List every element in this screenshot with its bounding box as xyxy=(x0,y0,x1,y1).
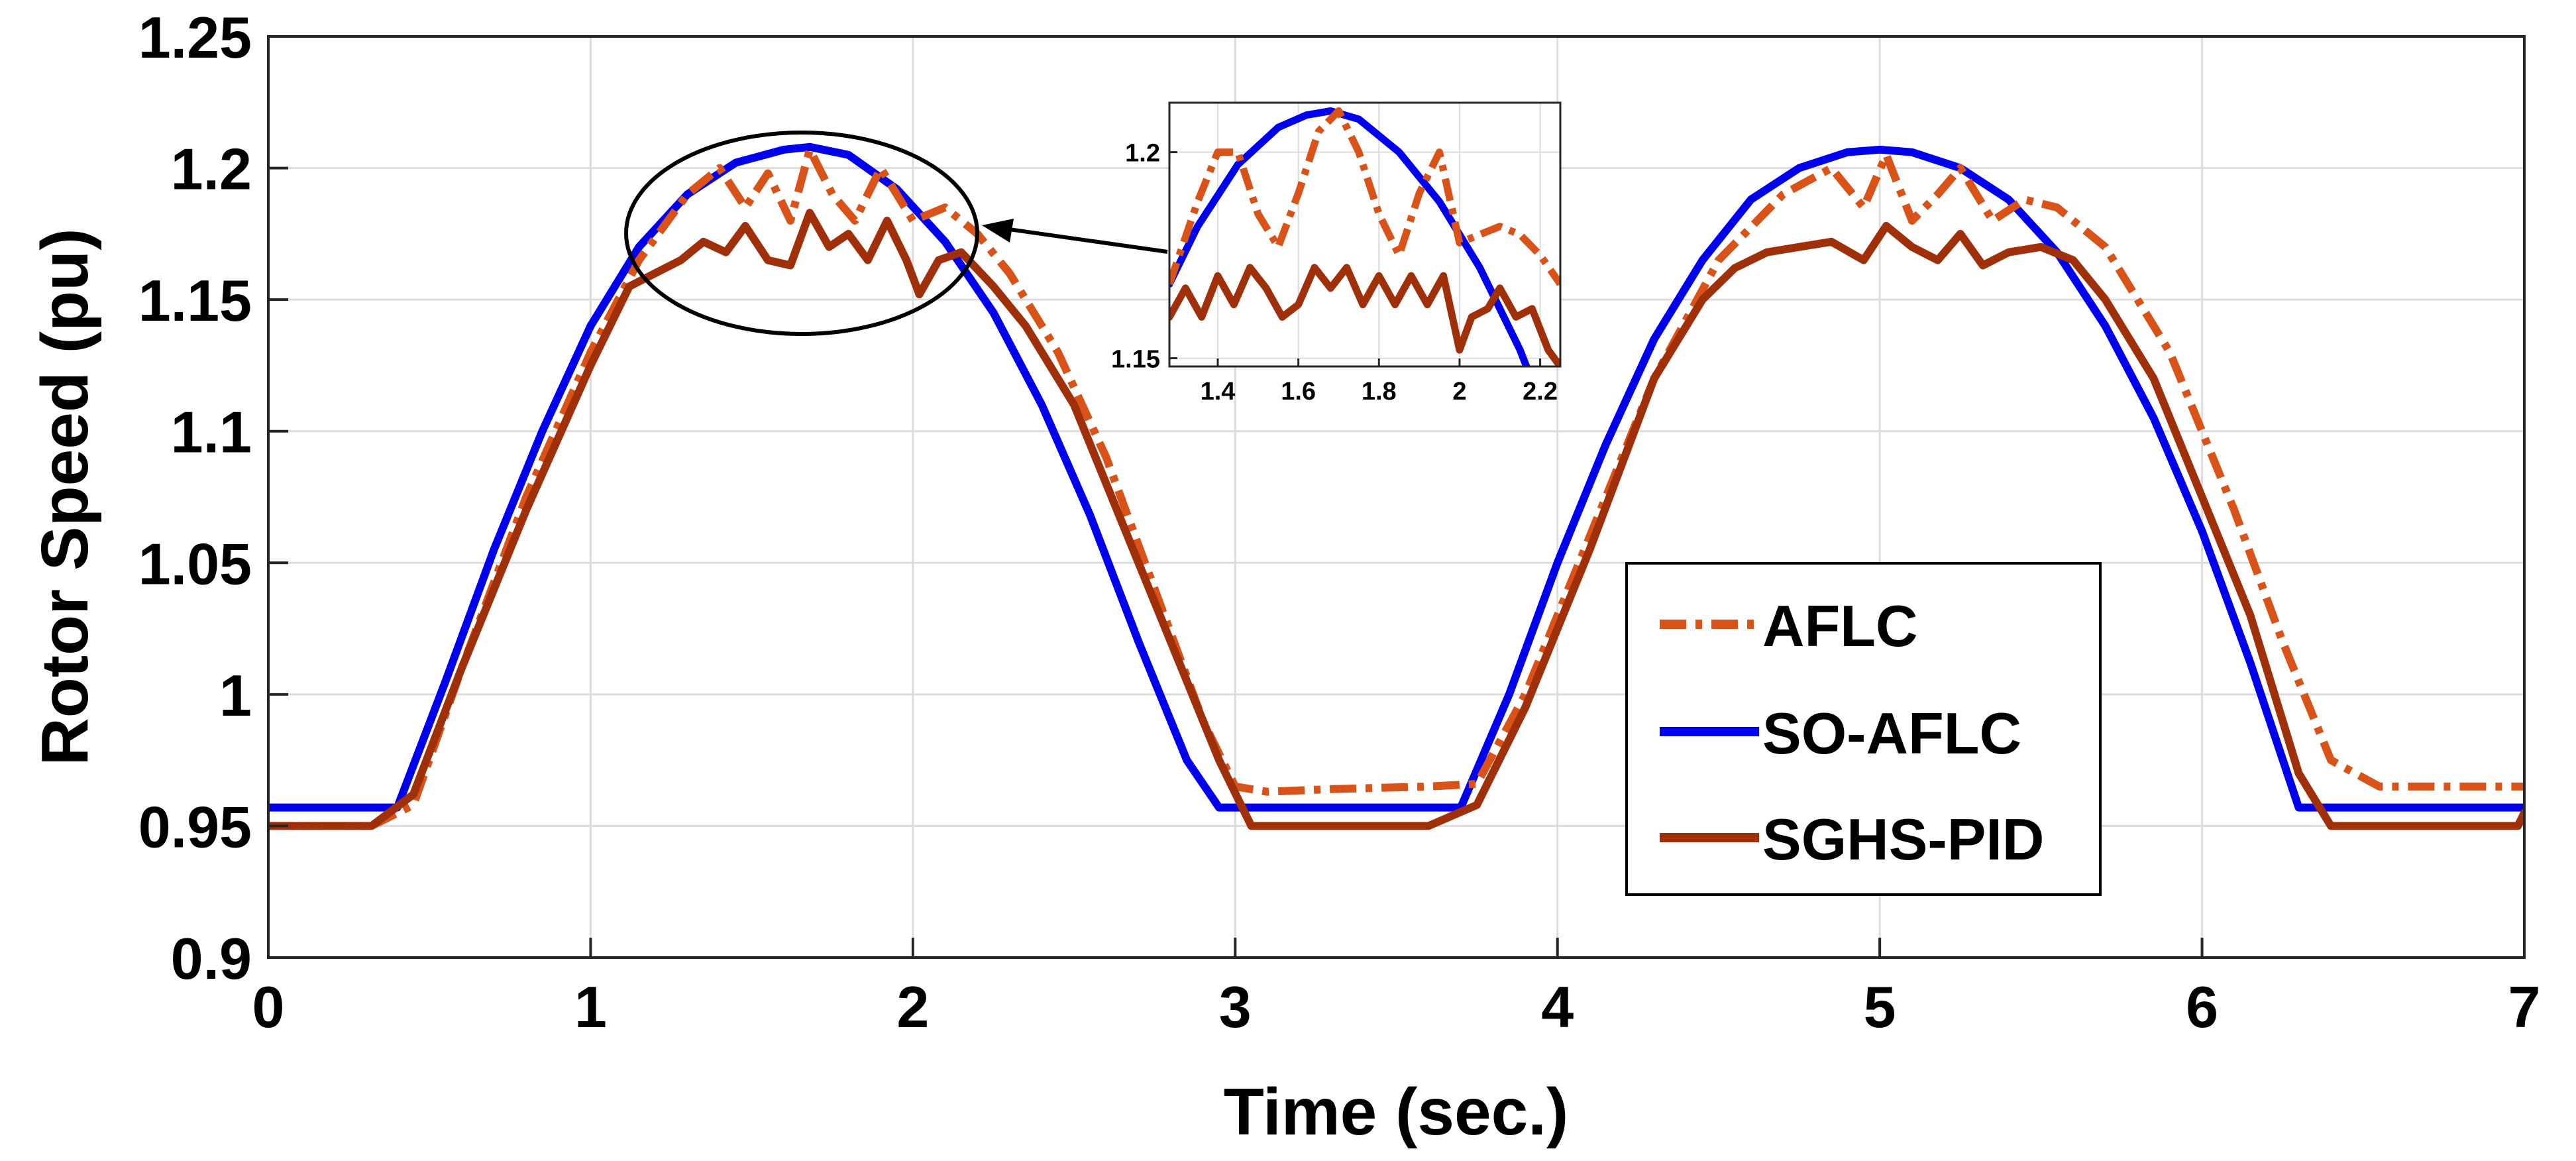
inset-frame xyxy=(1168,101,1562,368)
inset-plot-area xyxy=(1169,103,1560,366)
x-axis-title: Time (sec.) xyxy=(1224,1075,1569,1149)
inset-y-tick-label: 1.2 xyxy=(1125,140,1160,168)
y-tick-label: 1.25 xyxy=(138,5,252,70)
legend-label-so-aflc: SO-AFLC xyxy=(1762,700,2021,766)
legend-label-aflc: AFLC xyxy=(1762,593,1918,659)
inset-x-tick-label: 1.6 xyxy=(1281,378,1316,406)
inset-x-tick-label: 1.4 xyxy=(1201,378,1236,406)
x-tick-label: 2 xyxy=(896,974,929,1040)
x-tick-label: 1 xyxy=(574,974,607,1040)
y-tick-label: 1.15 xyxy=(138,268,252,333)
series-line-aflc xyxy=(268,145,2524,830)
y-tick-label: 1.2 xyxy=(171,137,252,202)
x-tick-label: 6 xyxy=(2186,974,2218,1040)
series-line-sghs-pid xyxy=(268,209,2524,830)
inset-series-line-aflc xyxy=(1169,107,1560,286)
inset-series-line-sghs-pid xyxy=(1169,264,1560,366)
plot-frame xyxy=(267,35,2526,959)
y-axis-title: Rotor Speed (pu) xyxy=(28,228,102,765)
inset-tick-marks xyxy=(1169,151,1542,366)
x-tick-label: 3 xyxy=(1219,974,1252,1040)
inset-x-tick-label: 2 xyxy=(1452,378,1466,406)
legend-label-sghs-pid: SGHS-PID xyxy=(1762,806,2044,872)
inset-y-tick-label: 1.15 xyxy=(1111,346,1160,374)
inset-x-tick-label: 1.8 xyxy=(1362,378,1397,406)
y-tick-label: 1.1 xyxy=(171,400,252,465)
legend: AFLC SO-AFLC SGHS-PID xyxy=(1625,562,2102,896)
x-tick-label: 5 xyxy=(1864,974,1896,1040)
x-tick-label: 0 xyxy=(252,974,285,1040)
series-layer xyxy=(268,142,2524,830)
y-tick-label: 1 xyxy=(219,663,252,728)
x-tick-labels: 0 1 2 3 4 5 6 7 xyxy=(252,974,2541,1040)
x-tick-label: 4 xyxy=(1541,974,1574,1040)
y-tick-label: 0.9 xyxy=(171,926,252,991)
inset-x-tick-label: 2.2 xyxy=(1523,378,1558,406)
inset-series-layer xyxy=(1169,107,1560,366)
x-tick-label: 7 xyxy=(2508,974,2541,1040)
inset-tick-labels: 1.4 1.6 1.8 2 2.2 1.15 1.2 xyxy=(1111,140,1558,406)
y-tick-label: 0.95 xyxy=(138,794,252,859)
zoom-region-ellipse xyxy=(624,131,979,336)
y-tick-label: 1.05 xyxy=(138,531,252,596)
tick-marks xyxy=(267,35,2526,959)
zoom-arrow-head xyxy=(982,219,1014,243)
zoom-arrow-line xyxy=(990,225,1168,254)
y-tick-labels: 0.9 0.95 1 1.05 1.1 1.15 1.2 1.25 xyxy=(138,5,252,991)
